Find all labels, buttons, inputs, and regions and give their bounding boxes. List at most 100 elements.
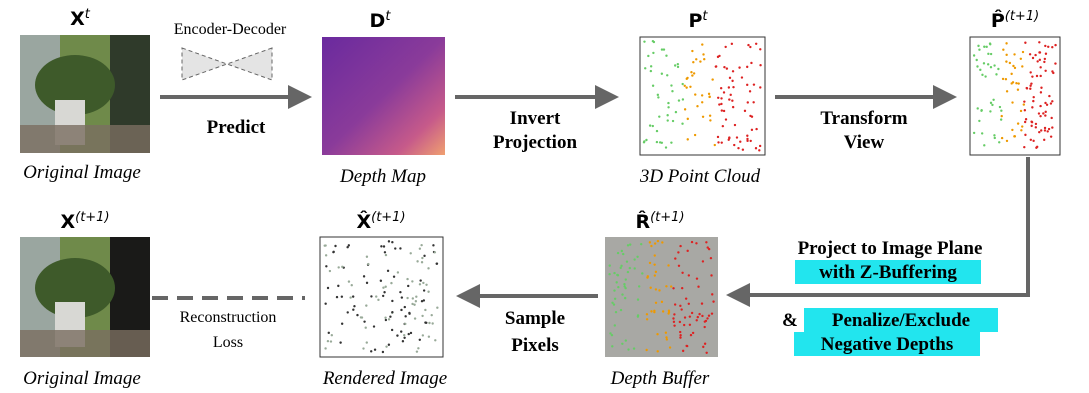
point [639,242,643,246]
point [436,306,439,309]
point [690,311,694,315]
point [746,137,749,141]
point [1037,112,1041,115]
point [415,350,419,353]
point [672,320,676,324]
point [1013,53,1016,56]
point [613,289,616,292]
point [1023,109,1027,112]
point [383,251,387,254]
point [396,271,400,274]
point [673,303,677,306]
point [390,281,393,285]
point [717,141,720,144]
point [698,312,701,316]
point [702,53,705,56]
point [690,240,694,244]
point [658,289,661,292]
point [997,67,1000,71]
symbol-base: X̂ [356,211,371,233]
point [681,122,684,125]
point [664,331,668,334]
point [365,341,368,344]
point [1054,62,1057,65]
point [722,109,726,113]
point [347,244,351,247]
point [365,304,368,307]
point [677,264,681,268]
point [651,124,655,128]
point [399,290,402,294]
point [980,109,983,112]
point [1031,75,1034,78]
point [712,300,715,303]
point [672,287,675,290]
point [643,140,646,143]
point [649,65,653,68]
point [660,300,664,304]
point [387,343,391,346]
symbol-base: X [70,8,85,30]
original-image [20,35,150,153]
point [1028,53,1032,56]
point [391,299,394,303]
point [714,65,718,68]
point [740,76,744,79]
point [347,280,351,283]
point [687,274,691,277]
point [622,252,625,256]
point [739,140,742,143]
point [703,325,706,329]
point [746,139,749,143]
point [425,321,428,324]
point [619,308,623,312]
point [759,48,762,51]
edge-label: Sample [505,308,565,329]
point [672,317,675,320]
point [332,250,335,254]
symbol: P̂(t+1) [991,9,1039,32]
point [678,320,682,324]
point [403,305,406,309]
point [1039,114,1042,118]
point [649,286,652,289]
point [674,110,678,114]
point [1025,86,1028,90]
point [349,296,352,299]
point [664,146,668,149]
edge-label: Reconstruction [180,309,277,326]
point [636,255,639,259]
point [708,95,711,98]
point [609,332,612,335]
point [717,96,720,99]
point [356,313,359,317]
point [993,136,996,140]
point [654,288,658,291]
point [385,345,388,348]
point [413,303,416,306]
point [340,322,344,325]
point [746,83,749,87]
point [660,72,664,75]
point [1029,84,1032,87]
point [759,86,762,89]
point [666,119,669,122]
point [728,76,732,80]
point [326,286,330,290]
point [1048,94,1051,98]
point [632,347,636,350]
point [660,48,664,51]
point [984,75,987,78]
point [648,124,652,127]
point [681,82,684,86]
point [620,249,624,253]
encoder-decoder [181,47,273,81]
point [1030,120,1033,123]
point [645,318,649,321]
point [613,271,616,275]
point [670,84,673,87]
point [993,134,996,137]
point [749,139,752,143]
point [362,347,365,350]
point [372,325,376,328]
